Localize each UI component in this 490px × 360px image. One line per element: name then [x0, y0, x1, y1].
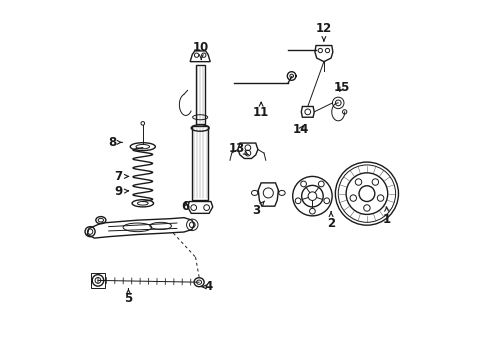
Text: 2: 2 — [327, 212, 335, 230]
Text: 10: 10 — [193, 41, 209, 59]
Text: 5: 5 — [124, 289, 133, 305]
Text: 6: 6 — [182, 201, 190, 213]
Text: 9: 9 — [115, 185, 129, 198]
Text: 13: 13 — [229, 142, 248, 155]
Text: 14: 14 — [293, 123, 309, 136]
Text: 8: 8 — [108, 136, 122, 149]
Text: 12: 12 — [316, 22, 332, 41]
Text: 4: 4 — [201, 280, 213, 293]
Text: 7: 7 — [115, 170, 129, 183]
Text: 3: 3 — [252, 201, 265, 217]
Text: 1: 1 — [383, 207, 391, 226]
Text: 15: 15 — [334, 81, 350, 94]
Text: 11: 11 — [253, 102, 270, 119]
